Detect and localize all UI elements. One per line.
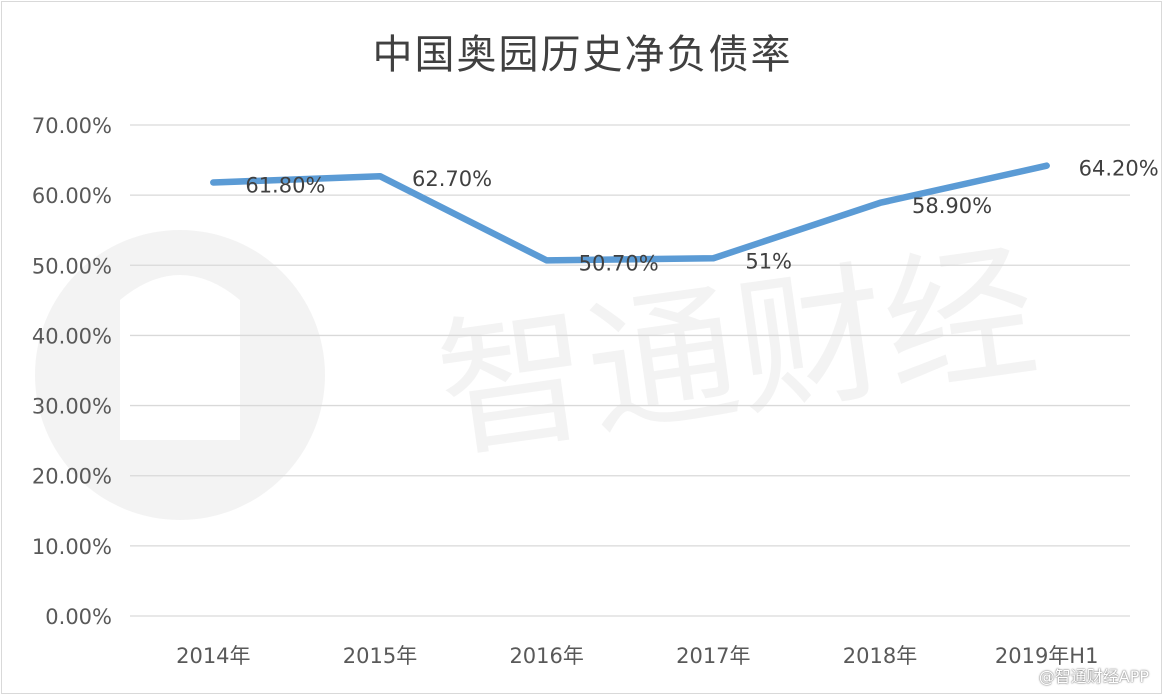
y-tick-label: 60.00%: [32, 184, 112, 208]
data-label: 50.70%: [579, 251, 659, 275]
watermark-logo-icon: [35, 230, 325, 520]
x-tick-label: 2019年H1: [995, 644, 1099, 668]
data-point: [710, 255, 717, 262]
y-tick-label: 10.00%: [32, 535, 112, 559]
data-label: 64.20%: [1079, 157, 1159, 181]
data-point: [210, 179, 217, 186]
x-tick-label: 2016年: [509, 644, 583, 668]
data-point: [377, 173, 383, 180]
chart-title: 中国奥园历史净负债率: [372, 32, 793, 78]
y-tick-label: 50.00%: [32, 254, 112, 278]
y-tick-label: 70.00%: [32, 114, 112, 138]
series-line: [210, 162, 1050, 264]
data-label: 58.90%: [912, 194, 992, 218]
x-tick-label: 2015年: [343, 644, 417, 668]
x-tick-label: 2018年: [843, 644, 917, 668]
y-tick-label: 20.00%: [32, 465, 112, 489]
data-label: 62.70%: [412, 167, 492, 191]
y-tick-label: 30.00%: [32, 395, 112, 419]
data-point: [543, 257, 550, 264]
y-tick-label: 40.00%: [32, 324, 112, 348]
data-point: [877, 199, 883, 206]
watermark-brand: 智通财经: [428, 225, 1046, 481]
x-tick-label: 2014年: [176, 644, 250, 668]
data-label: 61.80%: [245, 174, 325, 198]
data-point: [1043, 162, 1050, 169]
watermark-corner-text: @智通财经APP: [1038, 667, 1149, 686]
x-tick-label: 2017年: [676, 644, 750, 668]
data-label: 51%: [745, 249, 792, 273]
y-tick-label: 0.00%: [45, 605, 112, 629]
